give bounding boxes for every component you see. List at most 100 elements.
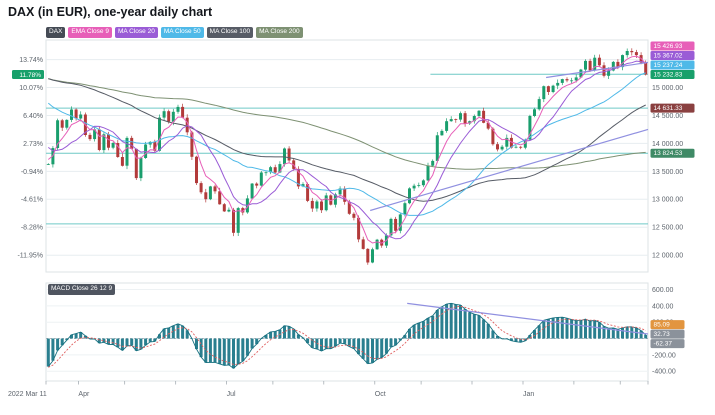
value-badge-label: 15 237.24 <box>654 62 683 69</box>
candle-body <box>445 121 449 131</box>
candle-body <box>528 116 532 140</box>
candle-body <box>496 144 499 150</box>
candle-body <box>551 85 555 92</box>
macd-histogram-bar <box>486 323 490 339</box>
candle-body <box>310 200 314 209</box>
macd-histogram-bar <box>144 338 148 346</box>
macd-histogram-bar <box>533 330 536 339</box>
macd-histogram-bar <box>584 319 587 339</box>
candle-body <box>190 132 194 157</box>
macd-trend-line[interactable] <box>407 302 649 335</box>
candle-body <box>176 106 180 112</box>
value-badge <box>650 329 685 339</box>
left-axis-badge-label: 11.78% <box>19 72 41 79</box>
macd-histogram-bar <box>468 312 472 339</box>
value-badge <box>650 60 695 70</box>
macd-histogram-bar <box>329 338 333 349</box>
candle-body <box>56 120 60 148</box>
macd-histogram-bar <box>597 322 601 339</box>
macd-histogram-bar <box>639 330 643 339</box>
candle-body <box>634 52 638 56</box>
candle-body <box>463 113 467 124</box>
macd-histogram-bar <box>162 328 166 339</box>
macd-histogram-bar <box>426 318 430 339</box>
value-badge-label: 15 367.02 <box>654 53 683 60</box>
ma200-line <box>48 78 646 170</box>
legend-item-ema-close-9[interactable]: EMA Close 9 <box>68 27 112 38</box>
candle-body <box>116 143 120 157</box>
candle-body <box>93 129 97 140</box>
candle-body <box>158 117 161 151</box>
candle-body <box>171 111 175 122</box>
macd-histogram-bar <box>310 338 314 348</box>
macd-histogram-bar <box>264 335 268 339</box>
macd-histogram-bar <box>320 338 323 351</box>
candle-body <box>139 158 143 179</box>
macd-axis-label: -200.00 <box>652 352 676 359</box>
candle-body <box>60 120 64 128</box>
macd-histogram-bar <box>79 332 83 339</box>
candle-body <box>440 130 444 136</box>
macd-histogram-bar <box>296 334 300 339</box>
left-axis-badge <box>12 70 44 79</box>
candle-body <box>120 157 124 166</box>
x-axis-start-label: 2022 Mar 11 <box>8 391 47 398</box>
macd-histogram-bar <box>366 338 370 364</box>
macd-histogram-bar <box>352 338 356 349</box>
candle-body <box>546 86 550 92</box>
candle-body <box>477 110 481 117</box>
candle-body <box>259 172 263 186</box>
candle-body <box>602 65 606 76</box>
macd-histogram-bar <box>195 338 198 350</box>
macd-histogram-bar <box>630 326 634 339</box>
macd-indicator-label[interactable]: MACD Close 26 12 9 <box>48 284 116 295</box>
macd-histogram-bar <box>482 319 486 339</box>
candle-body <box>273 167 277 173</box>
value-badge <box>650 103 695 113</box>
macd-histogram-bar <box>408 328 411 339</box>
candle-body <box>454 119 458 120</box>
macd-histogram-bar <box>134 338 138 351</box>
trend-line[interactable] <box>370 128 649 212</box>
candle-body <box>218 191 222 205</box>
candle-body <box>306 184 310 201</box>
legend-item-ma-close-100[interactable]: MA Close 100 <box>206 27 254 38</box>
legend-item-ma-close-50[interactable]: MA Close 50 <box>160 27 204 38</box>
left-axis-label: 13.74% <box>19 57 43 64</box>
candle-body <box>611 61 615 71</box>
price-panel-frame <box>45 39 649 273</box>
candle-body <box>408 188 411 204</box>
legend-item-dax[interactable]: DAX <box>46 27 66 38</box>
candle-body <box>181 106 185 118</box>
candle-body <box>236 208 240 233</box>
x-axis-month-label: Apr <box>78 391 90 398</box>
candle-body <box>366 248 370 263</box>
trend-line[interactable] <box>546 61 649 79</box>
candle-body <box>125 137 129 166</box>
candle-body <box>398 214 402 231</box>
macd-histogram-bar <box>241 338 245 362</box>
macd-histogram-bar <box>519 338 523 343</box>
candle-body <box>556 82 560 86</box>
macd-histogram-bar <box>343 338 347 344</box>
candle-body <box>537 99 541 110</box>
macd-histogram-bar <box>398 338 402 341</box>
candle-body <box>607 70 611 76</box>
macd-histogram-bar <box>255 338 259 345</box>
candle-body <box>421 180 425 186</box>
macd-histogram-bar <box>565 318 569 339</box>
value-badge-label: 15 232.83 <box>654 72 683 79</box>
macd-histogram-bar <box>333 338 337 347</box>
legend-item-ma-close-200[interactable]: MA Close 200 <box>256 27 303 38</box>
right-axis-label: 15 000.00 <box>652 85 683 92</box>
candle-body <box>222 204 226 212</box>
candle-body <box>213 186 217 192</box>
macd-histogram-bar <box>621 328 624 339</box>
macd-histogram-bar <box>477 315 481 339</box>
candle-body <box>338 188 342 195</box>
candle-body <box>597 57 601 66</box>
legend-item-ma-close-20[interactable]: MA Close 20 <box>114 27 158 38</box>
macd-histogram-bar <box>176 323 180 339</box>
candle-body <box>185 117 189 133</box>
